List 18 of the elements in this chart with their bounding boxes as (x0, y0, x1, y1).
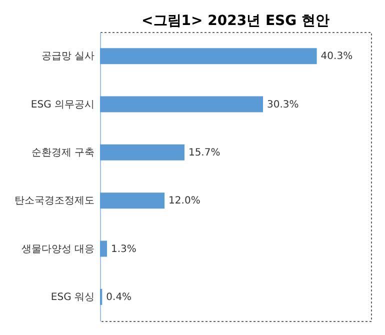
bar (100, 144, 184, 160)
bar (100, 48, 317, 64)
data-label: 12.0% (168, 196, 200, 207)
y-tick-label: 생물다양성 대응 (21, 244, 94, 255)
y-tick-label: 순환경제 구축 (31, 147, 94, 158)
bar (100, 240, 107, 257)
bar (100, 96, 264, 112)
y-tick-label: 탄소국경조정제도 (14, 196, 94, 207)
y-tick-label: ESG 의무공시 (30, 99, 94, 110)
chart-title: <그림1> 2023년 ESG 현안 (142, 13, 330, 29)
y-tick-label: ESG 워싱 (50, 292, 94, 303)
bar (100, 192, 165, 209)
data-label: 15.7% (188, 147, 220, 158)
data-label: 1.3% (110, 244, 136, 255)
data-label: 0.4% (106, 292, 132, 303)
y-tick-label: 공급망 실사 (41, 51, 94, 62)
data-label: 30.3% (267, 99, 299, 110)
data-label: 40.3% (320, 51, 353, 62)
